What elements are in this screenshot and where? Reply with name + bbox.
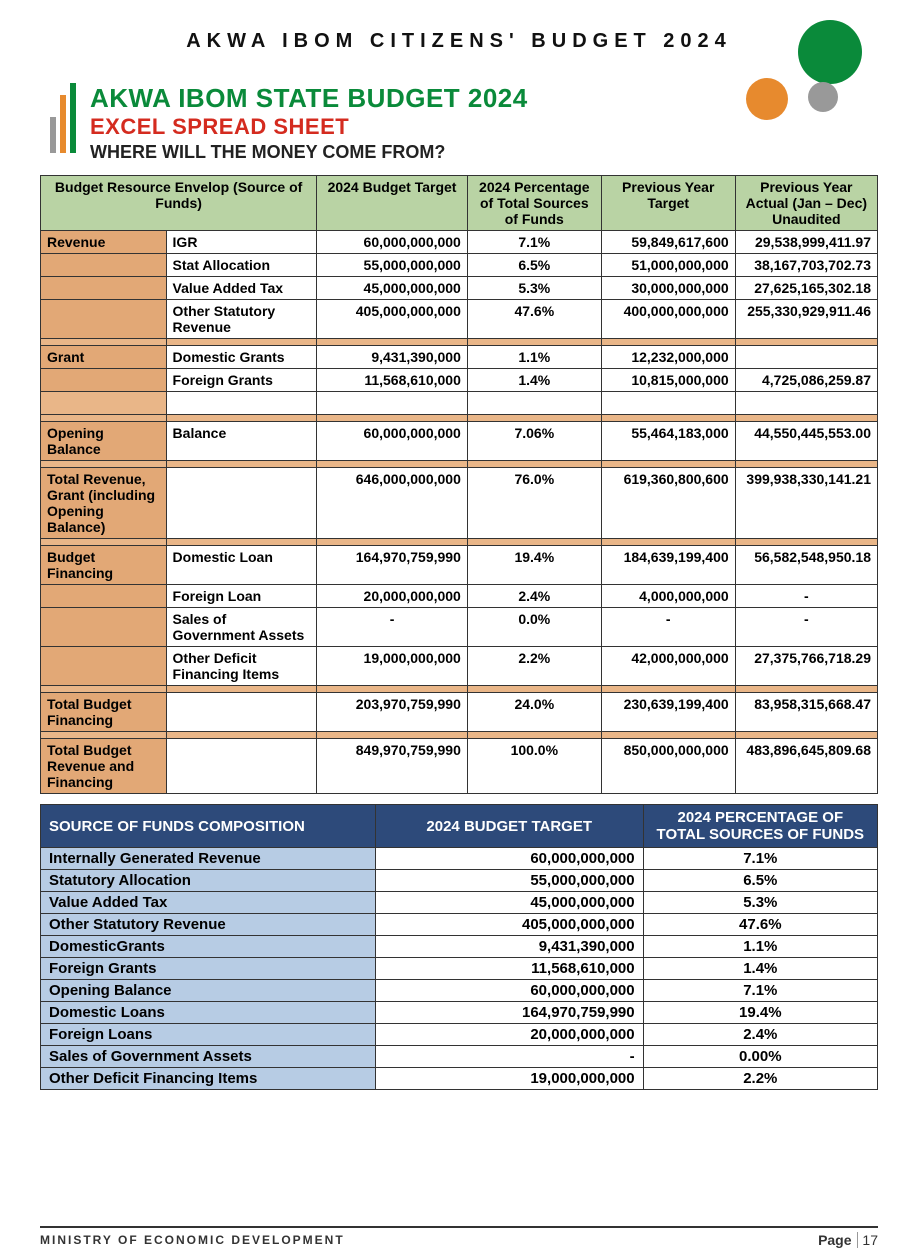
title-bar <box>60 95 66 153</box>
title-block: AKWA IBOM STATE BUDGET 2024 EXCEL SPREAD… <box>40 83 878 163</box>
table-row <box>41 539 878 546</box>
footer-page-number: 17 <box>857 1232 878 1248</box>
col-header: 2024 Percentage of Total Sources of Fund… <box>467 176 601 231</box>
table-row: Total Revenue, Grant (including Opening … <box>41 468 878 539</box>
table-row: DomesticGrants9,431,390,0001.1% <box>41 936 878 958</box>
table-row: Other Deficit Financing Items19,000,000,… <box>41 1068 878 1090</box>
table-row: GrantDomestic Grants9,431,390,0001.1%12,… <box>41 346 878 369</box>
table-row: Opening BalanceBalance60,000,000,0007.06… <box>41 422 878 461</box>
col-header: Budget Resource Envelop (Source of Funds… <box>41 176 317 231</box>
title-bar <box>50 117 56 153</box>
col-header: 2024 BUDGET TARGET <box>375 805 643 848</box>
table-row: Value Added Tax45,000,000,0005.3%30,000,… <box>41 277 878 300</box>
table-row: Other Statutory Revenue405,000,000,00047… <box>41 914 878 936</box>
page-footer: MINISTRY OF ECONOMIC DEVELOPMENT Page 17 <box>40 1226 878 1248</box>
table-row: Internally Generated Revenue60,000,000,0… <box>41 848 878 870</box>
table-row: Statutory Allocation55,000,000,0006.5% <box>41 870 878 892</box>
footer-page: Page 17 <box>818 1232 878 1248</box>
table-row: Domestic Loans164,970,759,99019.4% <box>41 1002 878 1024</box>
table-row: Sales of Government Assets-0.0%-- <box>41 608 878 647</box>
table-row <box>41 392 878 415</box>
col-header: SOURCE OF FUNDS COMPOSITION <box>41 805 376 848</box>
col-header: Previous Year Actual (Jan – Dec) Unaudit… <box>735 176 877 231</box>
table-row: Total Budget Financing203,970,759,99024.… <box>41 693 878 732</box>
table-row <box>41 686 878 693</box>
title-main: AKWA IBOM STATE BUDGET 2024 <box>90 83 878 114</box>
title-question: WHERE WILL THE MONEY COME FROM? <box>90 142 878 163</box>
table-row <box>41 732 878 739</box>
footer-ministry: MINISTRY OF ECONOMIC DEVELOPMENT <box>40 1233 345 1247</box>
table-row: Value Added Tax45,000,000,0005.3% <box>41 892 878 914</box>
table-row: Opening Balance60,000,000,0007.1% <box>41 980 878 1002</box>
table-row: Total Budget Revenue and Financing849,97… <box>41 739 878 794</box>
title-sub: EXCEL SPREAD SHEET <box>90 114 878 140</box>
table-row: Foreign Grants11,568,610,0001.4%10,815,0… <box>41 369 878 392</box>
col-header: 2024 Budget Target <box>317 176 468 231</box>
table-row: Budget FinancingDomestic Loan164,970,759… <box>41 546 878 585</box>
table-row: Foreign Loans20,000,000,0002.4% <box>41 1024 878 1046</box>
table-row: Foreign Loan20,000,000,0002.4%4,000,000,… <box>41 585 878 608</box>
col-header: 2024 PERCENTAGE OF TOTAL SOURCES OF FUND… <box>643 805 877 848</box>
table-row: RevenueIGR60,000,000,0007.1%59,849,617,6… <box>41 231 878 254</box>
table-row <box>41 415 878 422</box>
title-bar <box>70 83 76 153</box>
title-bars <box>50 83 76 153</box>
table-row: Other Statutory Revenue405,000,000,00047… <box>41 300 878 339</box>
table-row: Stat Allocation55,000,000,0006.5%51,000,… <box>41 254 878 277</box>
table-row: Sales of Government Assets-0.00% <box>41 1046 878 1068</box>
source-composition-table: SOURCE OF FUNDS COMPOSITION2024 BUDGET T… <box>40 804 878 1090</box>
decor-circle <box>798 20 862 84</box>
table-row: Foreign Grants11,568,610,0001.4% <box>41 958 878 980</box>
table-row <box>41 339 878 346</box>
table-row: Other Deficit Financing Items19,000,000,… <box>41 647 878 686</box>
col-header: Previous Year Target <box>601 176 735 231</box>
table-row <box>41 461 878 468</box>
budget-resource-table: Budget Resource Envelop (Source of Funds… <box>40 175 878 794</box>
footer-page-label: Page <box>818 1232 851 1248</box>
